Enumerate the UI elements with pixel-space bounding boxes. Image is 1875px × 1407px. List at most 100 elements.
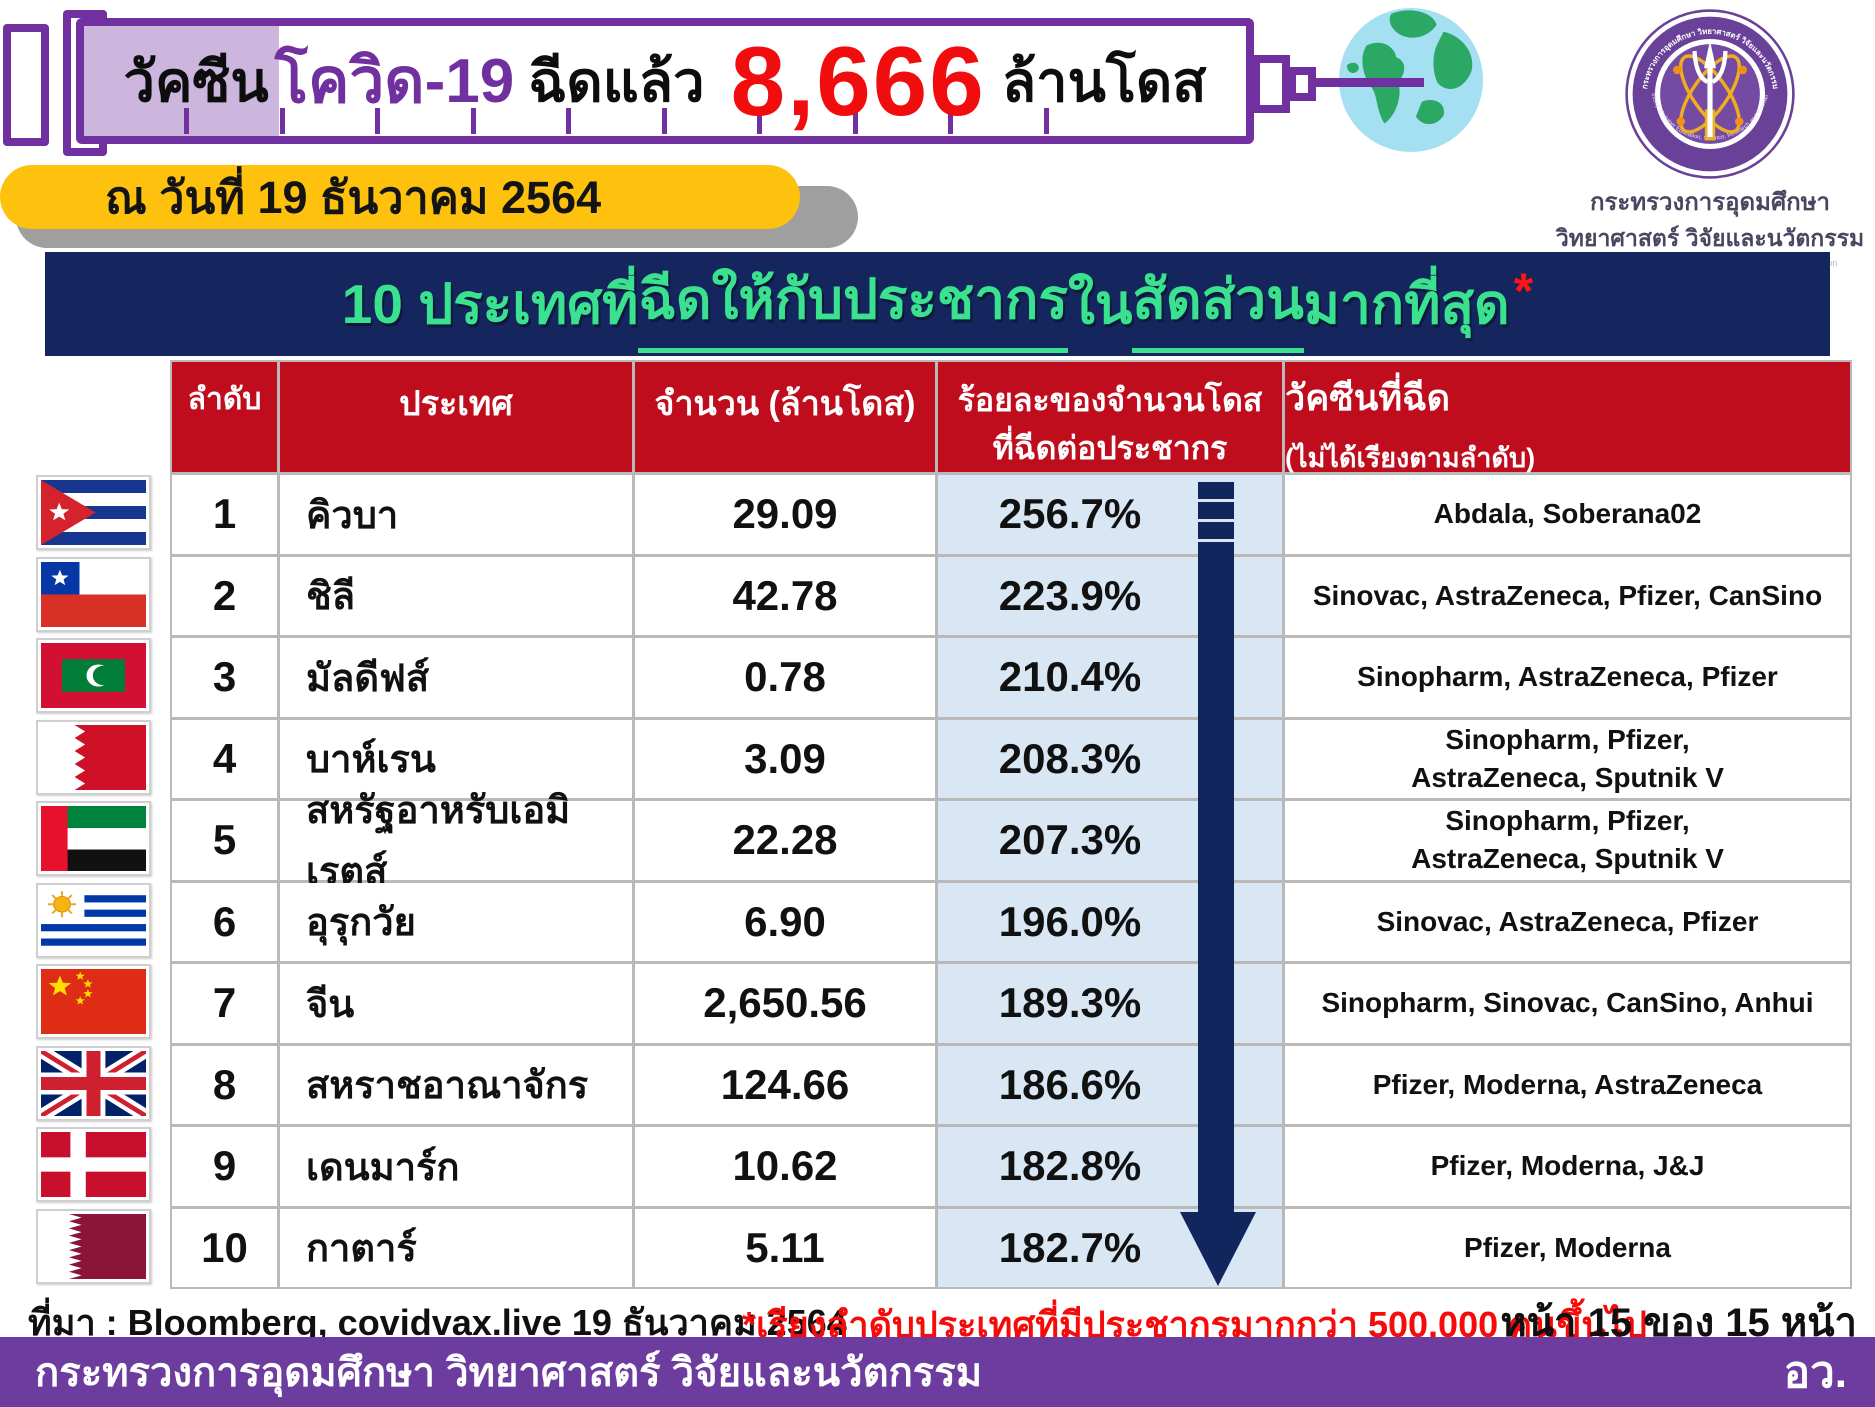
tick-mark — [757, 108, 762, 134]
syringe-scale-ticks — [184, 106, 1234, 134]
source-text: ที่มา : Bloomberg, covidvax.live 19 ธันว… — [28, 1302, 847, 1343]
headline-administered: ฉีดแล้ว — [528, 49, 705, 113]
headline-million-doses: ล้านโดส — [1001, 49, 1207, 113]
ranking-arrow-icon — [1180, 482, 1256, 1286]
vaccines-cell: Pfizer, Moderna, J&J — [1285, 1127, 1850, 1206]
rank-cell: 4 — [172, 719, 277, 798]
vaccines-cell: Sinovac, AstraZeneca, Pfizer, CanSino — [1285, 556, 1850, 635]
tick-mark — [566, 108, 571, 134]
section-title: 10 ประเทศที่ ฉีดให้กับประชากร ใน สัดส่วน มาก… — [45, 252, 1830, 356]
amount-cell: 5.11 — [635, 1208, 935, 1287]
flag-china-icon — [36, 964, 151, 1039]
vaccines-cell: Pfizer, Moderna, AstraZeneca — [1285, 1045, 1850, 1124]
country-cell: สหรัฐอาหรับเอมิเรตส์ — [280, 790, 632, 893]
flag-bahrain-icon — [36, 719, 151, 795]
syringe-nozzle — [1288, 67, 1316, 101]
vaccines-cell: Sinopharm, Pfizer, AstraZeneca, Sputnik … — [1285, 801, 1850, 880]
rank-cell: 3 — [172, 638, 277, 717]
amount-cell: 124.66 — [635, 1045, 935, 1124]
flag-chile-icon — [36, 556, 151, 632]
amount-cell: 0.78 — [635, 638, 935, 717]
tick-mark — [852, 108, 858, 134]
country-cell: กาตาร์ — [280, 1208, 632, 1287]
rank-cell: 5 — [172, 801, 277, 880]
ministry-name-line1: กระทรวงการอุดมศึกษา — [1590, 189, 1830, 216]
country-cell: อุรุกวัย — [280, 882, 632, 961]
flag-qatar-icon — [36, 1208, 151, 1284]
header-vaccines-note: (ไม่ได้เรียงตามลำดับ) — [1285, 443, 1536, 473]
footer-bar: กระทรวงการอุดมศึกษา วิทยาศาสตร์ วิจัยและ… — [0, 1337, 1875, 1407]
country-cell: จีน — [280, 964, 632, 1043]
vaccines-cell: Pfizer, Moderna — [1285, 1208, 1850, 1287]
vaccines-cell: Sinovac, AstraZeneca, Pfizer — [1285, 882, 1850, 961]
headline-covid19: โควิด-19 — [274, 47, 515, 116]
amount-cell: 2,650.56 — [635, 964, 935, 1043]
flag-uruguay-icon — [36, 882, 151, 958]
flag-uk-icon — [36, 1045, 151, 1121]
tick-mark — [1043, 108, 1049, 134]
country-cell: บาห์เรน — [280, 719, 632, 798]
country-cell: คิวบา — [280, 475, 632, 554]
amount-cell: 22.28 — [635, 801, 935, 880]
syringe-fill — [84, 26, 279, 136]
syringe-tip — [1252, 55, 1290, 113]
header-vaccines: วัคซีนที่ฉีด (ไม่ได้เรียงตามลำดับ) — [1285, 362, 1850, 473]
tick-mark — [279, 108, 285, 134]
percent-cell: 182.7% — [938, 1208, 1282, 1287]
footer-ministry-name: กระทรวงการอุดมศึกษา วิทยาศาสตร์ วิจัยและ… — [35, 1351, 983, 1395]
flag-denmark-icon — [36, 1127, 151, 1202]
amount-cell: 42.78 — [635, 556, 935, 635]
rank-cell: 8 — [172, 1045, 277, 1124]
tick-mark — [470, 108, 476, 134]
header-rank: ลำดับ — [172, 362, 277, 472]
footer-abbreviation: อว. — [1783, 1348, 1847, 1397]
vaccines-cell: Sinopharm, Sinovac, CanSino, Anhui — [1285, 964, 1850, 1043]
ministry-logo: กระทรวงการอุดมศึกษา วิทยาศาสตร์ วิจัยและ… — [1545, 8, 1875, 268]
amount-cell: 29.09 — [635, 475, 935, 554]
title-asterisk: * — [1513, 263, 1534, 319]
tick-mark — [661, 108, 667, 134]
main-headline: วัคซีน โควิด-19 ฉีดแล้ว 8,666 ล้านโดส — [84, 26, 1246, 136]
percent-cell: 210.4% — [938, 638, 1282, 717]
amount-cell: 6.90 — [635, 882, 935, 961]
country-table: ลำดับ ประเทศ จำนวน (ล้านโดส) ร้อยละของจำ… — [170, 360, 1852, 1289]
date-badge: ณ วันที่ 19 ธันวาคม 2564 — [0, 165, 800, 229]
title-middle: ใน — [1068, 272, 1133, 335]
amount-cell: 10.62 — [635, 1127, 935, 1206]
header-country: ประเทศ — [280, 362, 632, 472]
syringe-needle — [1312, 78, 1424, 87]
title-suffix: มากที่สุด — [1303, 272, 1510, 335]
rank-cell: 7 — [172, 964, 277, 1043]
rank-cell: 9 — [172, 1127, 277, 1206]
headline-vaccine: วัคซีน — [123, 49, 269, 113]
syringe-barrel: วัคซีน โควิด-19 ฉีดแล้ว 8,666 ล้านโดส — [76, 18, 1254, 144]
country-cell: ชิลี — [280, 556, 632, 635]
tick-mark — [184, 108, 189, 134]
rank-cell: 2 — [172, 556, 277, 635]
ministry-name-line2: วิทยาศาสตร์ วิจัยและนวัตกรรม — [1555, 225, 1865, 251]
title-underlined-2: สัดส่วน — [1132, 256, 1304, 353]
title-underlined-1: ฉีดให้กับประชากร — [638, 256, 1068, 353]
vaccines-cell: Abdala, Soberana02 — [1285, 475, 1850, 554]
title-prefix: 10 ประเทศที่ — [341, 272, 639, 335]
syringe-plunger-end — [3, 24, 49, 146]
header-vaccines-title: วัคซีนที่ฉีด — [1285, 377, 1450, 418]
rank-cell: 6 — [172, 882, 277, 961]
header-amount: จำนวน (ล้านโดส) — [635, 362, 935, 472]
headline-total-doses: 8,666 — [730, 25, 986, 136]
flag-maldives-icon — [36, 638, 151, 713]
rank-cell: 1 — [172, 475, 277, 554]
amount-cell: 3.09 — [635, 719, 935, 798]
tick-mark — [375, 108, 380, 134]
vaccines-cell: Sinopharm, AstraZeneca, Pfizer — [1285, 638, 1850, 717]
header-percent: ร้อยละของจำนวนโดส ที่ฉีดต่อประชากร — [938, 362, 1282, 472]
country-cell: มัลดีฟส์ — [280, 638, 632, 717]
ministry-seal-icon: กระทรวงการอุดมศึกษา วิทยาศาสตร์ วิจัยและ… — [1624, 8, 1795, 179]
tick-mark — [948, 108, 953, 134]
vaccines-cell: Sinopharm, Pfizer, AstraZeneca, Sputnik … — [1285, 719, 1850, 798]
country-cell: สหราชอาณาจักร — [280, 1045, 632, 1124]
flag-cuba-icon — [36, 475, 151, 550]
rank-cell: 10 — [172, 1208, 277, 1287]
flag-uae-icon — [36, 801, 151, 876]
